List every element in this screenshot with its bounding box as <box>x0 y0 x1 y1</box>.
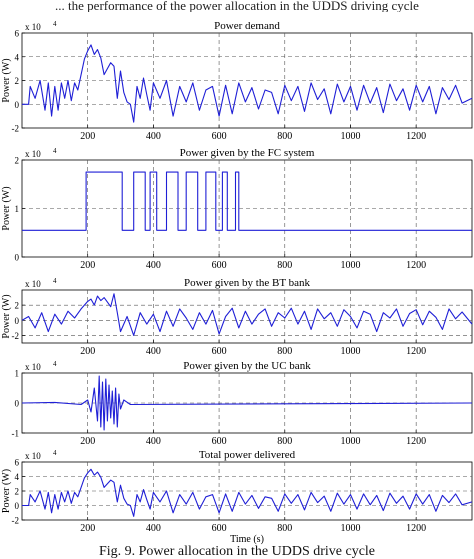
panel-title: Power given by the UC bank <box>183 360 311 372</box>
x-tick-label: 400 <box>146 436 161 447</box>
x-tick-label: 1200 <box>406 523 426 534</box>
figure-caption: Fig. 9. Power allocation in the UDDS dri… <box>98 544 376 559</box>
chart-panel-4: 200 400 600 800 1000 1200 -1 0 1 x 10 4 Power given… <box>12 360 473 447</box>
x-tick-label: 1000 <box>340 131 360 142</box>
y-tick-label: 1 <box>15 369 20 379</box>
panel-title: Power given by the BT bank <box>184 277 310 289</box>
y-axis-label: Power (W) <box>1 294 12 338</box>
x-tick-label: 800 <box>277 346 292 357</box>
y-tick-label: 4 <box>15 472 20 482</box>
plot-frame <box>21 289 473 344</box>
series-line <box>21 375 473 431</box>
chart-panel-3: 200 400 600 800 1000 1200 -2 0 2 x 10 4 Power given… <box>1 277 473 357</box>
x-tick-label: 400 <box>146 260 161 271</box>
y-axis-label: Power (W) <box>1 186 12 230</box>
y-tick-label: 6 <box>15 458 20 468</box>
x-tick-label: 200 <box>80 346 95 357</box>
x-tick-label: 800 <box>277 131 292 142</box>
y-tick-label: 2 <box>15 76 20 86</box>
series-line <box>22 171 472 231</box>
x-tick-label: 600 <box>212 346 227 357</box>
y-tick-label: 0 <box>15 253 20 263</box>
x-tick-label: 600 <box>212 131 227 142</box>
x-tick-label: 600 <box>212 436 227 447</box>
y-tick-label: 2 <box>15 156 20 166</box>
panel-title: Power demand <box>214 20 280 32</box>
x-tick-label: 200 <box>80 131 95 142</box>
x-tick-label: 400 <box>146 523 161 534</box>
header-caption: ... the performance of the power allocat… <box>55 0 419 12</box>
y-tick-label: 0 <box>15 399 20 409</box>
axis-exponent-power: 4 <box>53 360 57 368</box>
x-tick-label: 400 <box>146 131 161 142</box>
x-tick-label: 200 <box>80 260 95 271</box>
x-tick-label: 1000 <box>340 260 360 271</box>
x-tick-label: 1000 <box>340 523 360 534</box>
axis-exponent-power: 4 <box>53 20 57 28</box>
series-line <box>22 468 473 517</box>
series-line <box>21 293 473 336</box>
series-line <box>22 44 473 123</box>
y-tick-label: -1 <box>12 429 20 439</box>
x-tick-label: 1200 <box>406 436 426 447</box>
x-tick-label: 200 <box>80 523 95 534</box>
y-tick-label: 2 <box>15 301 20 311</box>
axis-exponent: x 10 <box>25 362 41 372</box>
x-tick-label: 200 <box>80 436 95 447</box>
y-tick-label: 1 <box>15 204 20 214</box>
x-tick-label: 1000 <box>340 436 360 447</box>
axis-exponent-power: 4 <box>53 449 57 457</box>
axis-exponent: x 10 <box>25 149 41 159</box>
x-tick-label: 800 <box>277 523 292 534</box>
y-tick-label: 6 <box>15 29 20 39</box>
axis-exponent-power: 4 <box>53 147 57 155</box>
y-tick-label: 0 <box>15 316 20 326</box>
x-tick-label: 600 <box>212 523 227 534</box>
axis-exponent-power: 4 <box>53 277 57 285</box>
x-tick-label: 1000 <box>340 346 360 357</box>
x-tick-label: 600 <box>212 260 227 271</box>
x-axis-label: Time (s) <box>230 534 264 545</box>
axis-exponent: x 10 <box>25 22 41 32</box>
y-tick-label: -2 <box>12 516 20 526</box>
x-tick-label: 400 <box>146 346 161 357</box>
x-tick-label: 1200 <box>406 131 426 142</box>
panel-title: Power given by the FC system <box>180 147 315 159</box>
chart-panel-5: 200 400 600 800 1000 1200 -2 0 2 4 6 x 10 4 Total pow… <box>1 449 473 545</box>
chart-panel-2: 200 400 600 800 1000 1200 0 1 2 x 10 4 Power given … <box>1 147 473 271</box>
y-tick-label: 0 <box>15 100 20 110</box>
x-tick-label: 800 <box>277 436 292 447</box>
y-tick-label: -2 <box>12 124 20 134</box>
chart-panel-1: 200 400 600 800 1000 1200 -2 0 2 4 6 x 10 4 Power dem… <box>1 20 473 142</box>
x-tick-label: 1200 <box>406 346 426 357</box>
axis-exponent: x 10 <box>25 451 41 461</box>
axis-exponent: x 10 <box>25 279 41 289</box>
y-axis-label: Power (W) <box>1 469 12 513</box>
y-tick-label: 2 <box>15 487 20 497</box>
panel-title: Total power delivered <box>199 449 296 461</box>
x-tick-label: 800 <box>277 260 292 271</box>
y-tick-label: 4 <box>15 52 20 62</box>
x-tick-label: 1200 <box>406 260 426 271</box>
y-tick-label: 0 <box>15 501 20 511</box>
y-axis-label: Power (W) <box>1 58 12 102</box>
y-tick-label: -2 <box>12 331 20 341</box>
